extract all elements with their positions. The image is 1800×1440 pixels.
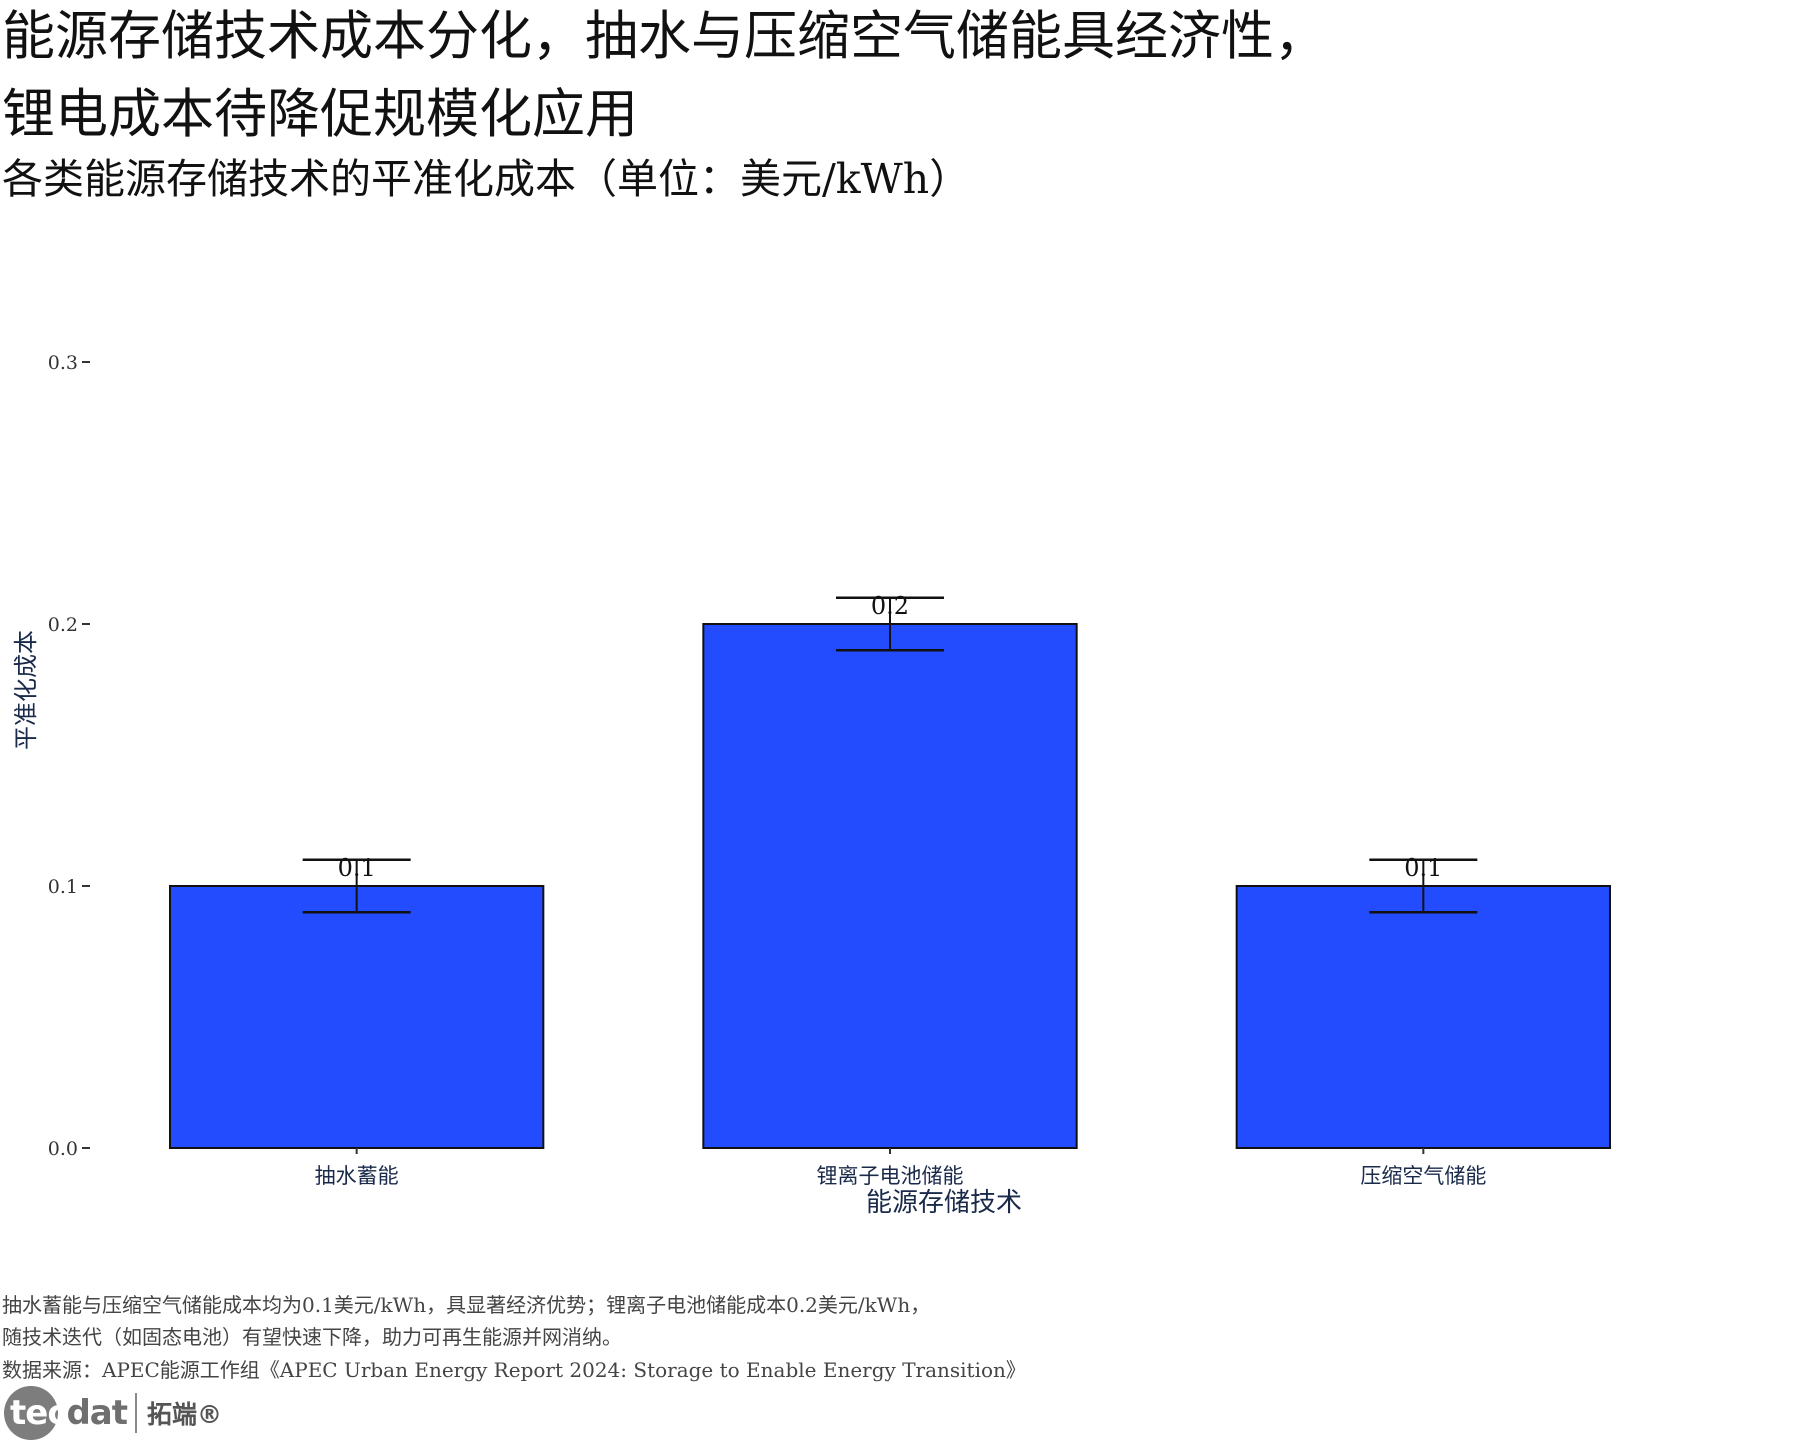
- logo-wordmark-dark: dat: [66, 1393, 128, 1433]
- logo-divider: [135, 1393, 138, 1433]
- logo-wordmark: tecdat: [4, 1393, 128, 1433]
- bar-0: [169, 885, 545, 1149]
- chart-subtitle: 各类能源存储技术的平准化成本（单位：美元/kWh）: [2, 155, 971, 203]
- caption-line-2: 随技术迭代（如固态电池）有望快速下降，助力可再生能源并网消纳。: [2, 1325, 622, 1349]
- data-label: 0.1: [1404, 854, 1442, 882]
- caption-line-1: 抽水蓄能与压缩空气储能成本均为0.1美元/kWh，具显著经济优势；锂离子电池储能…: [2, 1293, 931, 1317]
- x-axis-title: 能源存储技术: [866, 1188, 1022, 1218]
- y-tick-label: 0.3: [48, 352, 78, 374]
- bar-2: [1235, 885, 1611, 1149]
- chart-title-line-2: 锂电成本待降促规模化应用: [2, 84, 638, 145]
- x-tick-label: 压缩空气储能: [1360, 1164, 1486, 1188]
- brand-logo: tecdat 拓端®: [4, 1386, 222, 1440]
- logo-circle-icon: [4, 1386, 58, 1440]
- data-label: 0.2: [871, 592, 909, 620]
- logo-chinese-name: 拓端®: [147, 1400, 223, 1429]
- y-axis-title: 平准化成本: [12, 630, 40, 750]
- data-label: 0.1: [338, 854, 376, 882]
- x-tick-label: 锂离子电池储能: [817, 1164, 964, 1188]
- y-tick-label: 0.0: [48, 1138, 78, 1160]
- y-axis: 0.0 0.1 0.2 0.3: [48, 352, 90, 1160]
- logo-wordmark-light: tec: [10, 1393, 67, 1433]
- tecdat-logo-mark: tecdat: [4, 1386, 128, 1440]
- y-tick-label: 0.1: [48, 876, 78, 898]
- bar-1: [702, 623, 1078, 1149]
- data-labels-group: 0.1 0.2 0.1: [338, 592, 1443, 882]
- y-tick-label: 0.2: [48, 614, 78, 636]
- chart-title-line-1: 能源存储技术成本分化，抽水与压缩空气储能具经济性，: [2, 6, 1327, 67]
- error-bars-group: [302, 596, 1478, 914]
- bars-group: [169, 623, 1611, 1149]
- x-tick-label: 抽水蓄能: [315, 1164, 399, 1188]
- data-source-line: 数据来源：APEC能源工作组《APEC Urban Energy Report …: [2, 1358, 1026, 1382]
- x-axis: 抽水蓄能 锂离子电池储能 压缩空气储能: [315, 1148, 1486, 1188]
